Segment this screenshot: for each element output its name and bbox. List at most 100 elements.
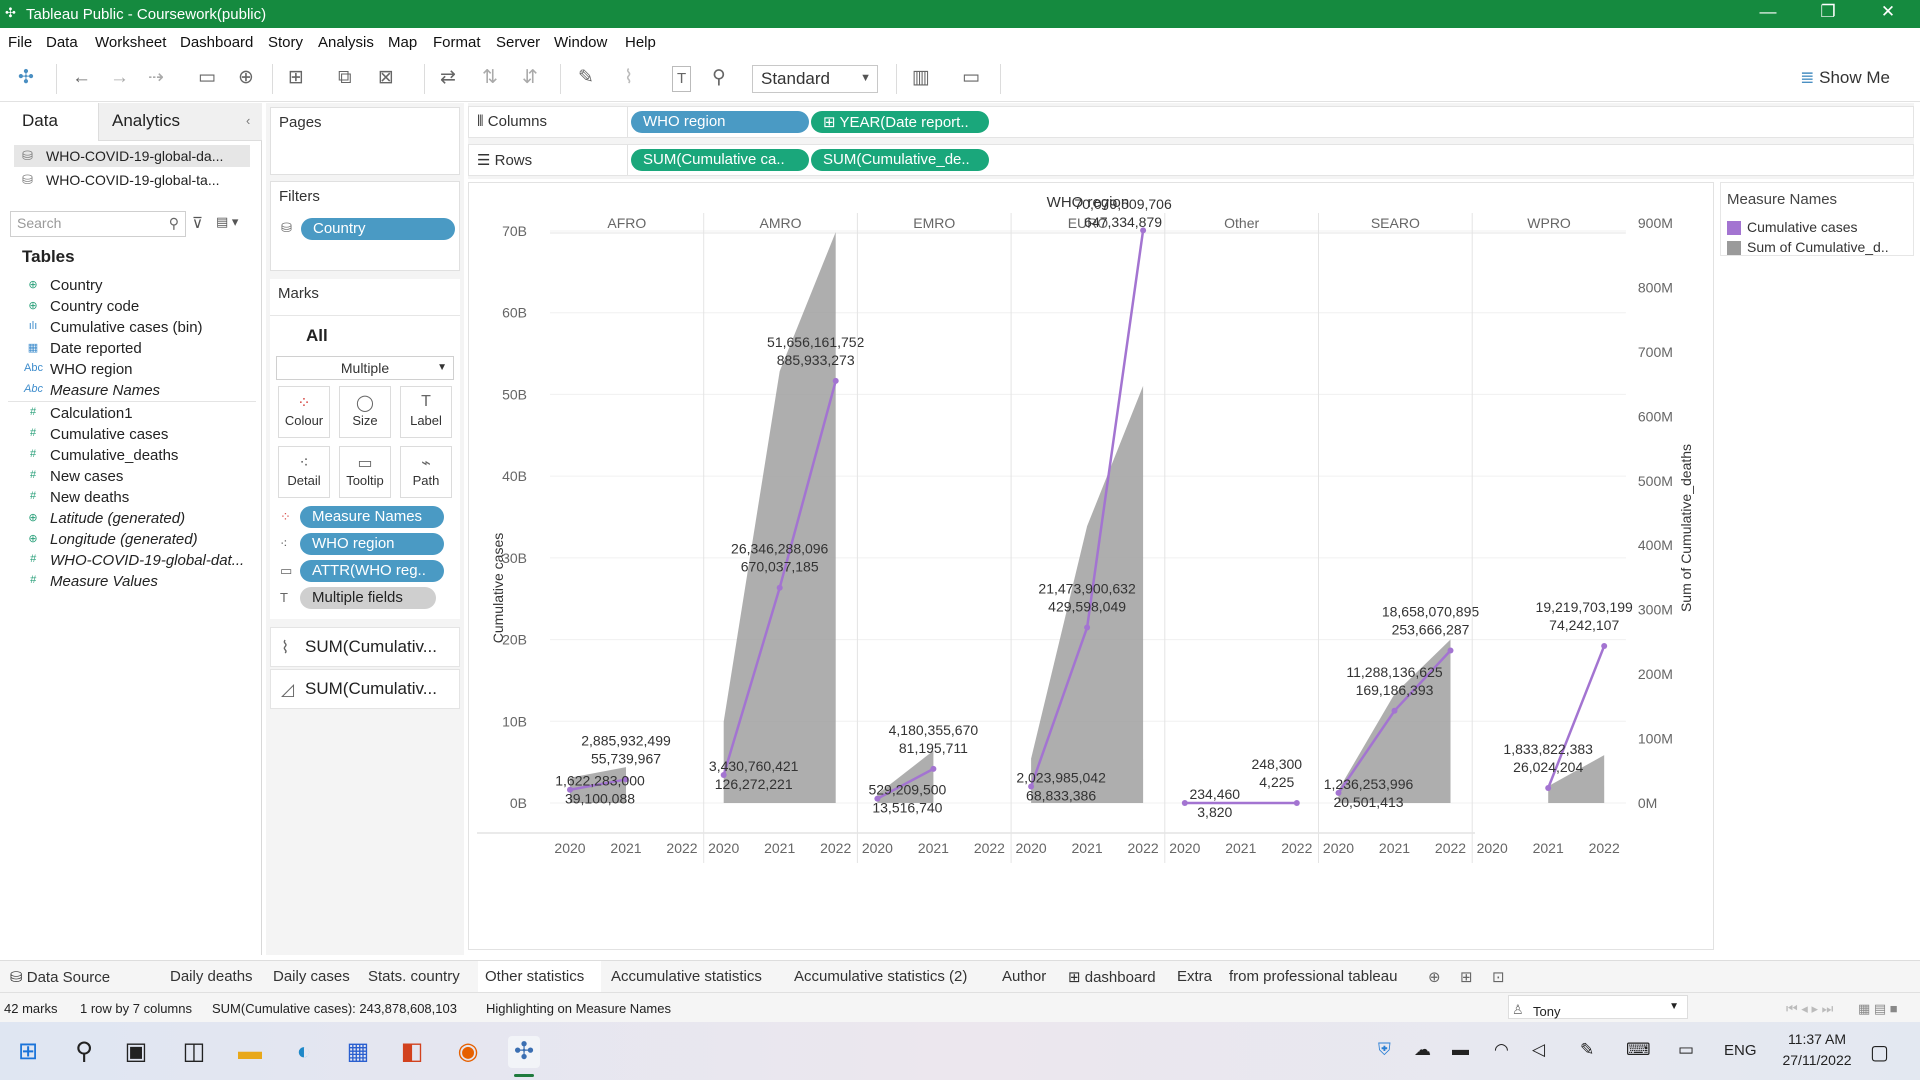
language-indicator[interactable]: ENG: [1724, 1042, 1757, 1059]
menu-file[interactable]: File: [8, 34, 33, 51]
group-icon[interactable]: ⌇: [624, 67, 634, 88]
field-cumulative-cases[interactable]: # Cumulative cases: [22, 426, 257, 448]
cases-point[interactable]: [930, 765, 937, 772]
clock-date[interactable]: 27/11/2022: [1782, 1052, 1852, 1068]
marks-all-label[interactable]: All: [306, 326, 328, 345]
columns-shelf[interactable]: ⦀ Columns WHO region ⊞ YEAR(Date report.…: [468, 106, 1914, 138]
duplicate-icon[interactable]: ⧉: [338, 67, 352, 88]
store-icon[interactable]: ▦: [346, 1038, 370, 1065]
field-longitude-generated[interactable]: ⊕ Longitude (generated): [22, 531, 257, 553]
sort-descending-icon[interactable]: ⇵: [522, 67, 538, 88]
cases-point[interactable]: [1084, 624, 1091, 631]
chart-svg[interactable]: 0B 10B 20B 30B 40B 50B 60B 70B 0M 100M 200M 300M 400…: [469, 183, 1713, 949]
view-grid-icons[interactable]: ▦ ▤ ■: [1858, 1001, 1898, 1016]
deaths-area-amro[interactable]: [723, 232, 836, 804]
view-options-icon[interactable]: ▤ ▾: [216, 214, 239, 229]
cases-point[interactable]: [623, 776, 629, 783]
volume-icon[interactable]: ◁: [1532, 1040, 1546, 1059]
menu-story[interactable]: Story: [268, 34, 304, 51]
clock-time[interactable]: 11:37 AM: [1787, 1031, 1847, 1047]
file-explorer-icon[interactable]: ▬: [238, 1038, 262, 1065]
tableau-home-icon[interactable]: ✣: [18, 67, 34, 88]
notifications-icon[interactable]: ▢: [1870, 1042, 1889, 1064]
search-icon[interactable]: ⚲: [75, 1038, 93, 1065]
redo-icon[interactable]: →: [110, 67, 129, 88]
legend-item[interactable]: Cumulative cases: [1727, 219, 1858, 235]
pages-card[interactable]: Pages: [270, 107, 460, 175]
cases-point[interactable]: [1601, 642, 1608, 649]
marks-sum-cumulative-deaths[interactable]: ◿ SUM(Cumulativ...: [270, 669, 460, 709]
undo-icon[interactable]: ←: [72, 67, 91, 88]
menu-map[interactable]: Map: [388, 34, 418, 51]
cases-point[interactable]: [1391, 707, 1398, 714]
rows-pill-cumulative-deaths[interactable]: SUM(Cumulative_de..: [811, 149, 989, 171]
task-view-icon[interactable]: ▣: [124, 1038, 148, 1065]
menu-window[interactable]: Window: [554, 34, 608, 51]
rows-shelf[interactable]: ☰ Rows SUM(Cumulative ca.. SUM(Cumulativ…: [468, 144, 1914, 176]
menu-server[interactable]: Server: [496, 34, 541, 51]
columns-pill-year[interactable]: ⊞ YEAR(Date report..: [811, 111, 989, 133]
sort-ascending-icon[interactable]: ⇅: [482, 67, 498, 88]
cases-point[interactable]: [1028, 783, 1035, 790]
tab-daily-deaths[interactable]: Daily deaths: [170, 968, 253, 985]
tab-accumulative-statistics-2[interactable]: Accumulative statistics (2): [794, 968, 968, 985]
filter-pill-country[interactable]: Country: [301, 218, 455, 240]
clear-sheet-icon[interactable]: ⊠: [378, 67, 394, 88]
defender-icon[interactable]: ⛨: [1378, 1040, 1391, 1059]
tab-analytics[interactable]: Analytics: [112, 111, 181, 130]
cases-point[interactable]: [720, 771, 727, 778]
search-input[interactable]: Search ⚲: [10, 211, 186, 237]
show-cards-icon[interactable]: ▥: [912, 67, 930, 88]
tab-from-professional-tableau[interactable]: from professional tableau: [1229, 968, 1398, 985]
deaths-area-euro[interactable]: [1031, 385, 1144, 803]
cases-point[interactable]: [1335, 789, 1342, 796]
tableau-taskbar-icon[interactable]: ✣: [508, 1036, 540, 1068]
mark-pill-attr-who-region[interactable]: ATTR(WHO reg..: [300, 560, 444, 582]
cases-line-wpro[interactable]: [1547, 645, 1606, 789]
columns-pill-who-region[interactable]: WHO region: [631, 111, 809, 133]
widgets-icon[interactable]: ◫: [182, 1038, 206, 1065]
mark-pill-measure-names[interactable]: Measure Names: [300, 506, 444, 528]
display-icon[interactable]: ▭: [1678, 1040, 1695, 1059]
field-who-region[interactable]: Abc WHO region: [22, 361, 257, 383]
cases-line-afro[interactable]: [569, 778, 627, 791]
show-labels-icon[interactable]: T: [672, 66, 692, 92]
tooltip-button[interactable]: ▭ Tooltip: [339, 446, 391, 498]
office-icon[interactable]: ◧: [400, 1038, 424, 1065]
field-country[interactable]: ⊕ Country: [22, 277, 257, 299]
field-new-deaths[interactable]: # New deaths: [22, 489, 257, 511]
cases-point[interactable]: [567, 786, 573, 793]
filters-card[interactable]: Filters ⛁ Country: [270, 181, 460, 271]
cases-point[interactable]: [874, 795, 881, 802]
cases-point[interactable]: [1181, 799, 1188, 806]
new-worksheet-icon[interactable]: ⊞: [288, 67, 304, 88]
datasource-item[interactable]: ⛁ WHO-COVID-19-global-da...: [14, 145, 250, 167]
presentation-icon[interactable]: ▭: [962, 67, 980, 88]
rows-pill-cumulative-cases[interactable]: SUM(Cumulative ca..: [631, 149, 809, 171]
menu-worksheet[interactable]: Worksheet: [95, 34, 167, 51]
cases-point[interactable]: [1447, 647, 1454, 654]
new-worksheet-icon[interactable]: ⊕: [1428, 969, 1441, 986]
new-datasource-icon[interactable]: ⊕: [238, 67, 254, 88]
swap-icon[interactable]: ⇄: [440, 67, 456, 88]
mark-type-select[interactable]: Multiple ▼: [276, 356, 454, 380]
pin-icon[interactable]: ⚲: [712, 67, 726, 88]
fit-select[interactable]: Standard ▼: [752, 65, 878, 93]
cases-point[interactable]: [1293, 799, 1300, 806]
menu-data[interactable]: Data: [46, 34, 78, 51]
mark-pill-multiple-fields[interactable]: Multiple fields: [300, 587, 436, 609]
legend-item[interactable]: Sum of Cumulative_d..: [1727, 239, 1889, 255]
tab-data[interactable]: Data: [22, 111, 58, 130]
colour-button[interactable]: ⁘ Colour: [278, 386, 330, 438]
field-measure-names[interactable]: Abc Measure Names: [22, 382, 257, 404]
save-icon[interactable]: ▭: [198, 67, 216, 88]
tab-daily-cases[interactable]: Daily cases: [273, 968, 350, 985]
cases-point[interactable]: [832, 377, 839, 384]
cloud-icon[interactable]: ☁: [1414, 1040, 1431, 1059]
tab-accumulative-statistics[interactable]: Accumulative statistics: [611, 968, 762, 985]
new-dashboard-icon[interactable]: ⊞: [1460, 969, 1473, 986]
collapse-icon[interactable]: ‹: [246, 113, 251, 128]
label-button[interactable]: T Label: [400, 386, 452, 438]
menu-analysis[interactable]: Analysis: [318, 34, 374, 51]
wifi-icon[interactable]: ◠: [1494, 1040, 1509, 1059]
